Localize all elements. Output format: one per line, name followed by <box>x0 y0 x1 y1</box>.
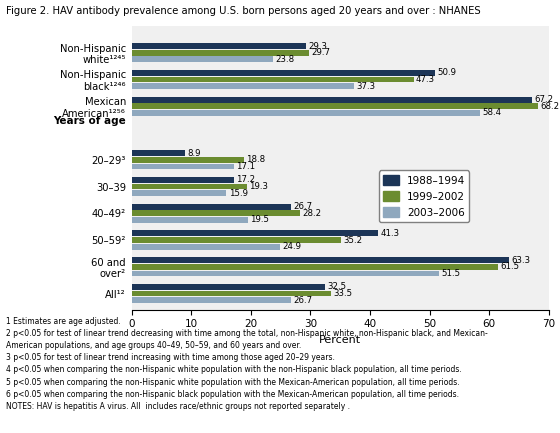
Bar <box>132 244 280 250</box>
Text: 41.3: 41.3 <box>380 229 399 238</box>
Text: 63.3: 63.3 <box>511 255 530 265</box>
Bar <box>132 177 234 183</box>
Bar <box>132 257 509 263</box>
Text: 24.9: 24.9 <box>282 242 301 251</box>
Bar <box>132 230 378 236</box>
Text: 19.3: 19.3 <box>249 182 268 191</box>
Text: 35.2: 35.2 <box>344 236 363 245</box>
Bar <box>132 237 342 243</box>
Bar <box>132 297 291 303</box>
Bar <box>132 157 244 163</box>
Text: 68.2: 68.2 <box>540 102 559 111</box>
Bar <box>132 97 532 103</box>
Bar <box>132 190 226 196</box>
Bar <box>132 291 332 297</box>
Text: American populations, and age groups 40–49, 50–59, and 60 years and over.: American populations, and age groups 40–… <box>6 341 301 350</box>
Text: 29.7: 29.7 <box>311 48 330 57</box>
Text: 15.9: 15.9 <box>228 189 248 198</box>
Text: 18.8: 18.8 <box>246 155 265 164</box>
Text: 67.2: 67.2 <box>534 95 554 104</box>
Text: 6 p<0.05 when comparing the non-Hispanic black population with the Mexican-Ameri: 6 p<0.05 when comparing the non-Hispanic… <box>6 390 459 399</box>
Text: 26.7: 26.7 <box>293 296 312 305</box>
Text: 28.2: 28.2 <box>302 209 321 218</box>
Text: NOTES: HAV is hepatitis A virus. All  includes race/ethnic groups not reported s: NOTES: HAV is hepatitis A virus. All inc… <box>6 402 349 411</box>
Bar <box>132 284 325 290</box>
Bar <box>132 271 438 276</box>
Text: 2 p<0.05 for test of linear trend decreasing with time among the total, non-Hisp: 2 p<0.05 for test of linear trend decrea… <box>6 329 487 338</box>
Bar <box>132 164 234 169</box>
Text: 17.1: 17.1 <box>236 162 255 171</box>
Bar <box>132 83 354 89</box>
Text: 33.5: 33.5 <box>334 289 353 298</box>
Bar <box>132 103 538 109</box>
Text: 5 p<0.05 when comparing the non-Hispanic white population with the Mexican-Ameri: 5 p<0.05 when comparing the non-Hispanic… <box>6 378 459 387</box>
Text: 32.5: 32.5 <box>328 282 347 291</box>
Text: 19.5: 19.5 <box>250 216 269 224</box>
Text: 47.3: 47.3 <box>416 75 435 84</box>
Bar <box>132 43 306 49</box>
Text: 26.7: 26.7 <box>293 202 312 211</box>
Bar <box>132 217 248 223</box>
X-axis label: Percent: Percent <box>319 335 361 345</box>
Text: 4 p<0.05 when comparing the non-Hispanic white population with the non-Hispanic : 4 p<0.05 when comparing the non-Hispanic… <box>6 365 461 375</box>
Text: 8.9: 8.9 <box>187 149 200 158</box>
Bar <box>132 50 309 56</box>
Bar <box>132 264 498 270</box>
Text: 58.4: 58.4 <box>482 108 501 117</box>
Bar <box>132 184 246 190</box>
Text: 50.9: 50.9 <box>437 68 456 78</box>
Bar <box>132 56 273 62</box>
Text: 3 p<0.05 for test of linear trend increasing with time among those aged 20–29 ye: 3 p<0.05 for test of linear trend increa… <box>6 353 334 362</box>
Bar <box>132 70 435 76</box>
Text: 29.3: 29.3 <box>309 42 328 51</box>
Bar <box>132 110 480 116</box>
Text: 51.5: 51.5 <box>441 269 460 278</box>
Legend: 1988–1994, 1999–2002, 2003–2006: 1988–1994, 1999–2002, 2003–2006 <box>379 171 469 222</box>
Text: 1 Estimates are age adjusted.: 1 Estimates are age adjusted. <box>6 317 120 326</box>
Bar <box>132 204 291 210</box>
Bar <box>132 210 300 216</box>
Text: 23.8: 23.8 <box>276 55 295 64</box>
Bar <box>132 150 185 156</box>
Text: 37.3: 37.3 <box>356 82 375 90</box>
Text: 17.2: 17.2 <box>236 175 255 184</box>
Text: Figure 2. HAV antibody prevalence among U.S. born persons aged 20 years and over: Figure 2. HAV antibody prevalence among … <box>6 6 480 16</box>
Text: 61.5: 61.5 <box>501 262 520 271</box>
Bar <box>132 77 413 82</box>
